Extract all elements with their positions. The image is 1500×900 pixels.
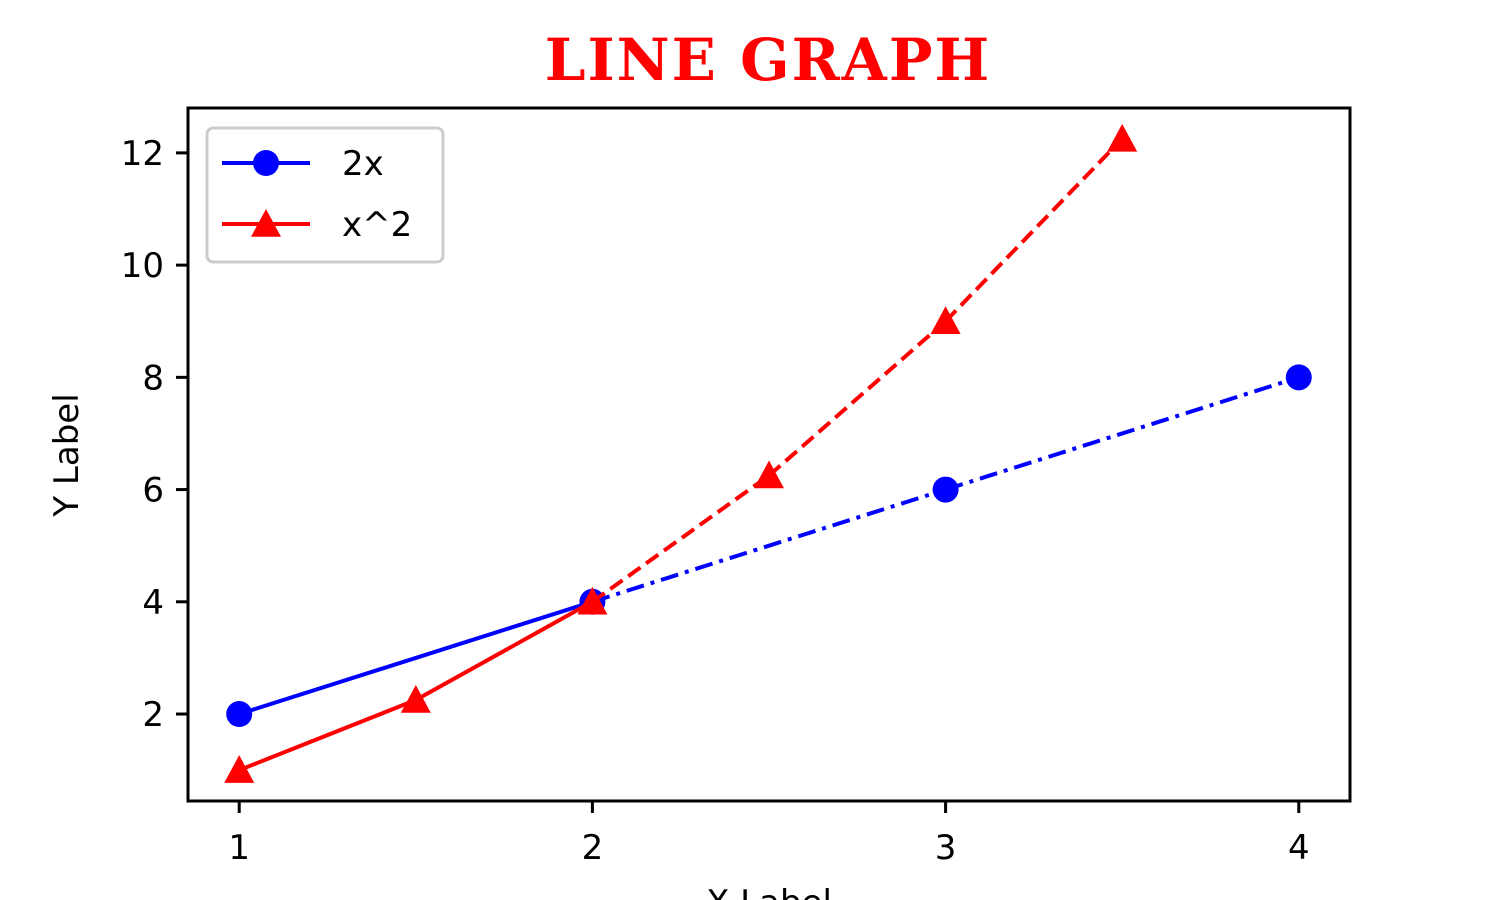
y-tick-label: 12 (121, 134, 164, 174)
series-1-segment (238, 698, 417, 772)
series-0-segment (238, 599, 594, 716)
series-0-segment (944, 375, 1300, 492)
y-axis: 2 4 6 8 10 12 (121, 134, 188, 735)
y-tick-label: 8 (142, 358, 164, 398)
series-1-segment (414, 600, 594, 702)
y-tick-label: 10 (121, 246, 164, 286)
x-tick-label: 4 (1288, 828, 1310, 868)
series-1-segment (591, 473, 771, 604)
legend-marker (253, 150, 279, 176)
series-0-point (932, 476, 959, 503)
series-1-point (1107, 123, 1138, 152)
series-1-point (577, 586, 608, 615)
legend-label: 2x (342, 144, 384, 184)
series-1-point (930, 306, 961, 334)
plot-frame (186, 106, 1352, 803)
series-1-point (224, 755, 255, 783)
series-0-point (226, 701, 253, 728)
y-tick-label: 6 (142, 471, 164, 511)
x-tick-label: 1 (228, 828, 250, 868)
series-0-segment (591, 487, 947, 604)
legend-marker (251, 209, 281, 237)
y-tick-label: 2 (142, 695, 164, 735)
legend-label: x^2 (342, 205, 412, 245)
legend-item: 2x (222, 144, 384, 184)
series-1-segment (944, 137, 1124, 323)
plot-area (224, 123, 1312, 783)
series-1-point (400, 684, 431, 713)
legend: 2x x^2 (205, 126, 445, 264)
x-tick-label: 2 (582, 828, 604, 868)
legend-item: x^2 (222, 205, 412, 245)
series-1 (224, 123, 1138, 783)
series-0-point (1285, 364, 1312, 391)
series-1-segment (767, 319, 947, 478)
x-axis: 1 2 3 4 (228, 801, 1310, 868)
series-0 (226, 364, 1312, 728)
y-axis-label: Y Label (47, 393, 87, 517)
x-axis-label: X Label (706, 883, 832, 900)
series-1-point (754, 460, 784, 489)
x-tick-label: 3 (935, 828, 957, 868)
chart-title: LINE GRAPH (545, 26, 991, 94)
y-tick-label: 4 (142, 583, 164, 623)
